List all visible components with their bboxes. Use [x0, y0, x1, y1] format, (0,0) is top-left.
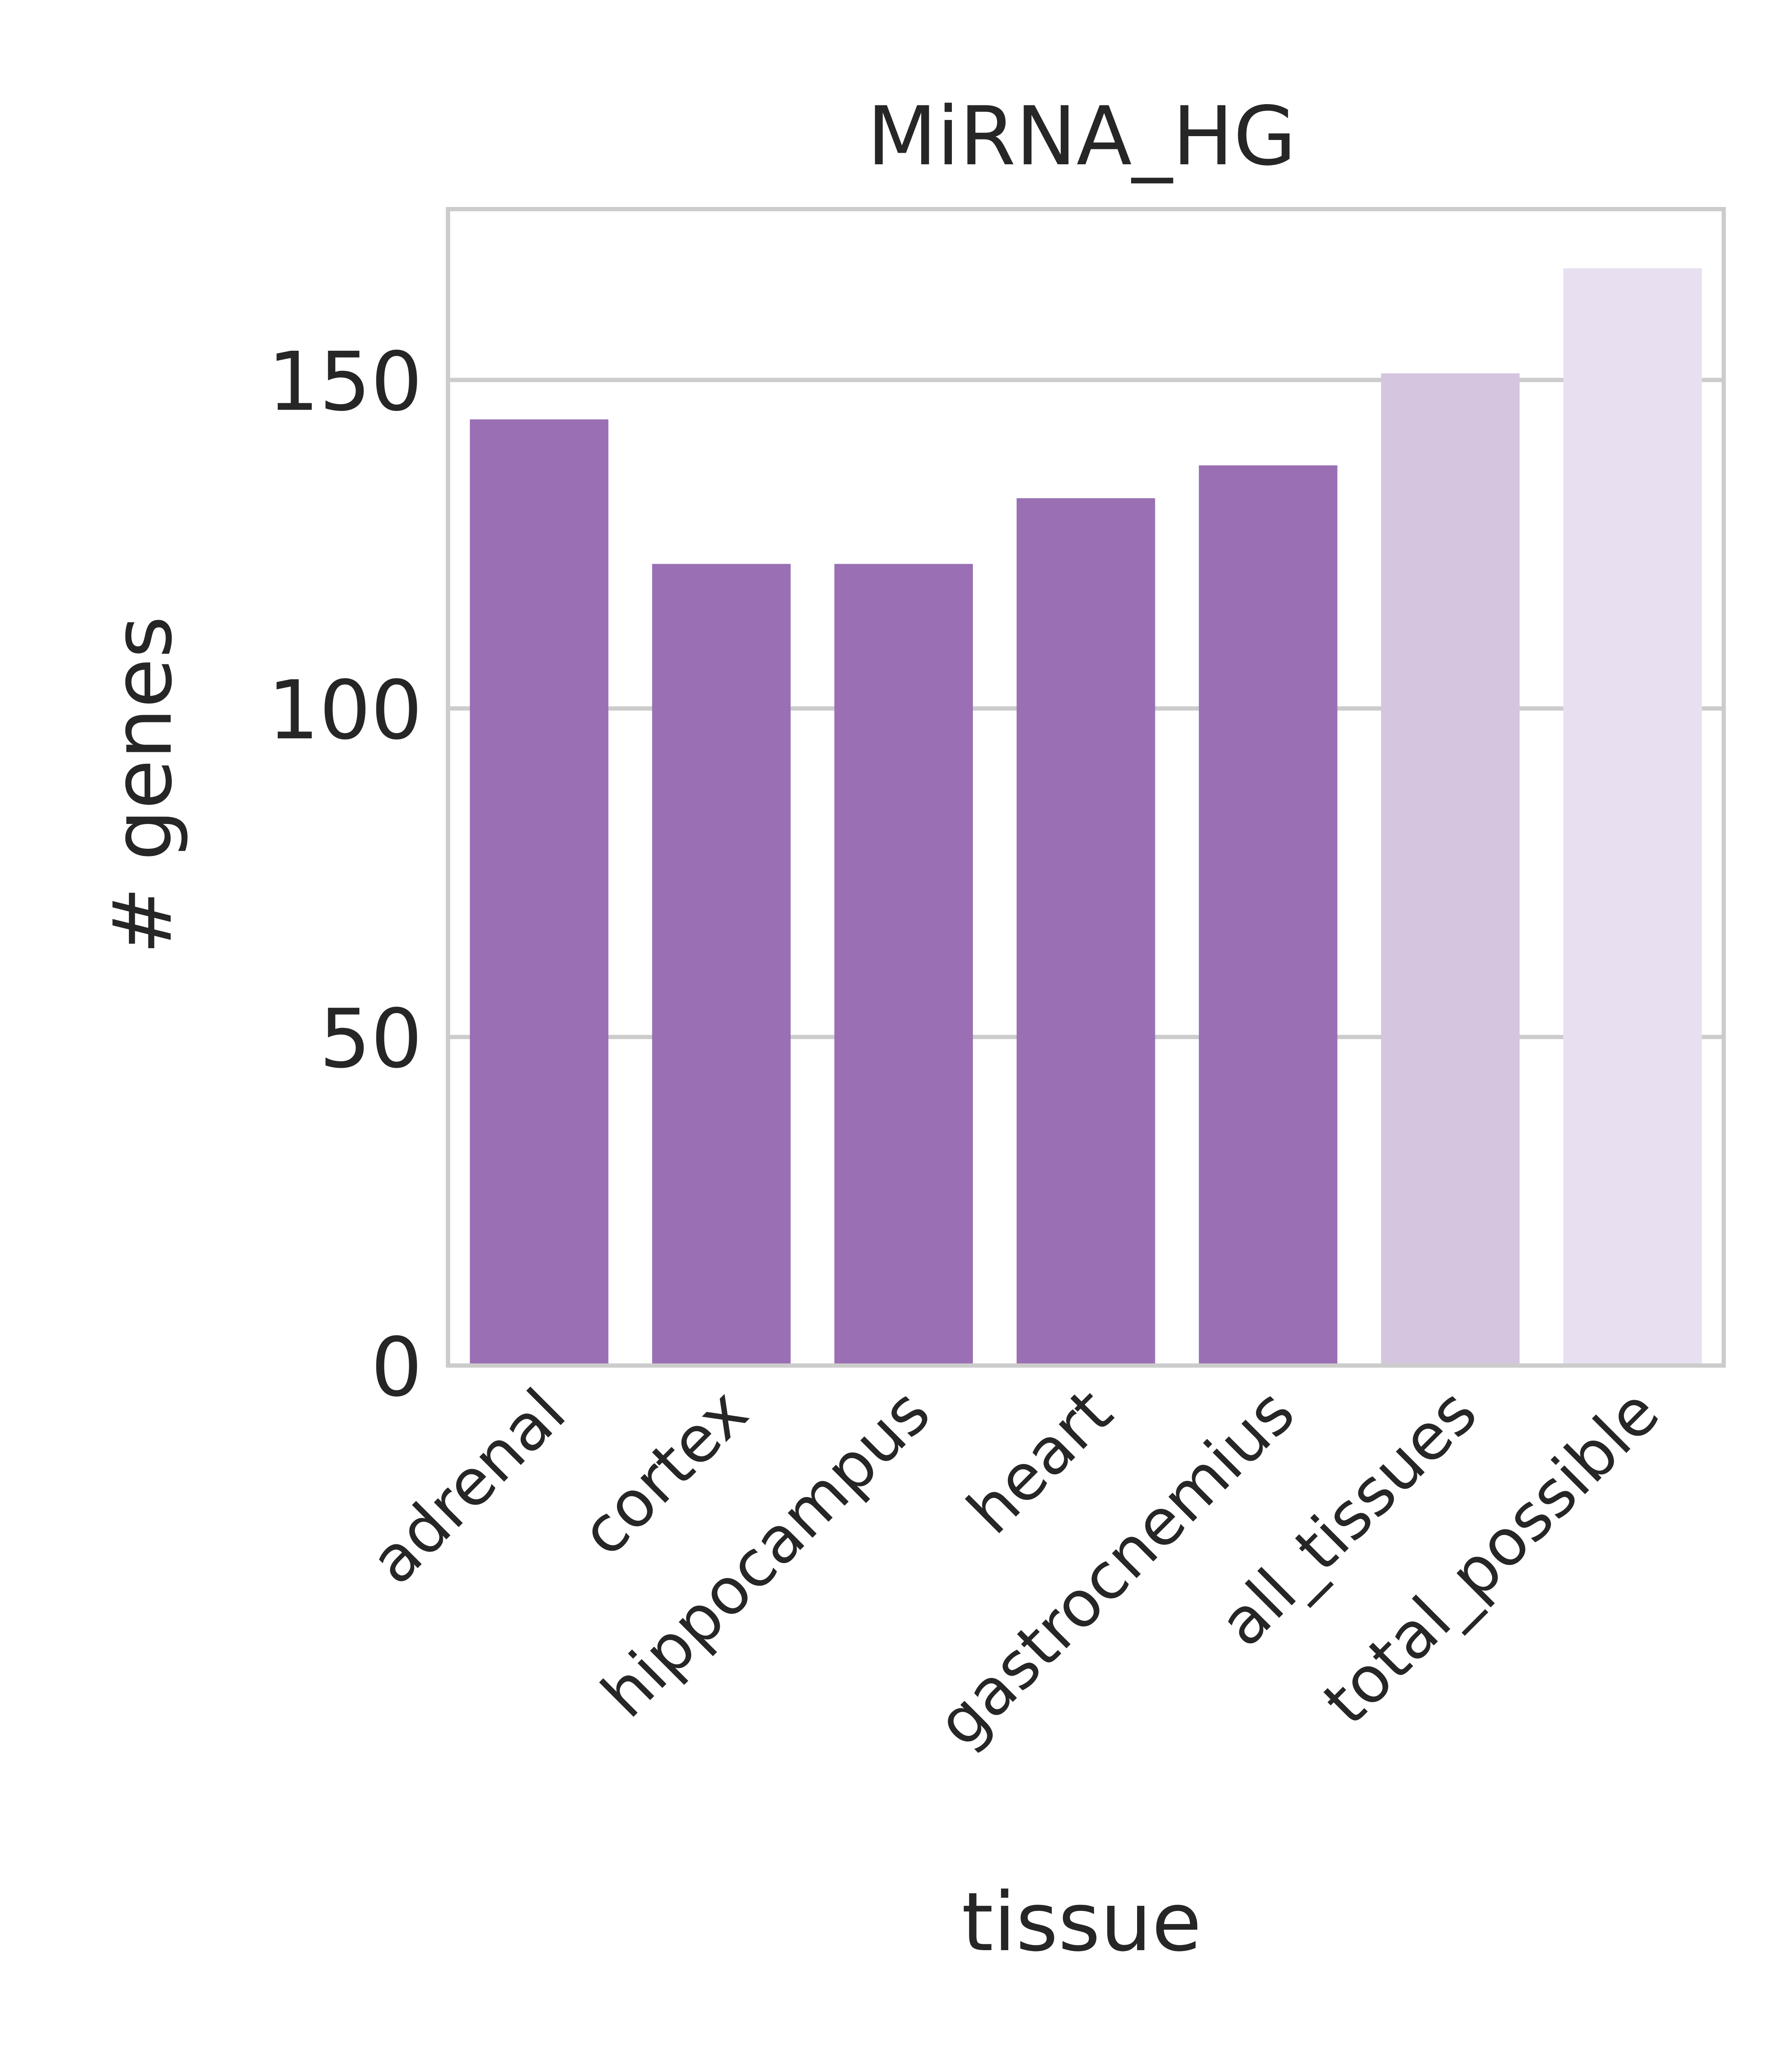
y-tick-label: 150: [268, 335, 422, 429]
y-axis-label: # genes: [96, 616, 190, 954]
y-tick-label: 50: [319, 992, 422, 1086]
plot-frame: [446, 207, 1726, 1368]
bar-total-possible: [1563, 268, 1702, 1366]
chart-title: MiRNA_HG: [867, 89, 1296, 183]
bar-gastrocnemius: [1199, 465, 1338, 1366]
bar-heart: [1016, 498, 1155, 1366]
y-tick-label: 0: [371, 1320, 422, 1415]
bars: [470, 268, 1702, 1366]
bar-all-tissues: [1381, 373, 1520, 1366]
bar-adrenal: [470, 419, 608, 1366]
x-axis-label: tissue: [962, 1875, 1202, 1969]
y-axis-ticks: 0 50 100 150: [268, 335, 422, 1415]
bar-hippocampus: [834, 564, 973, 1366]
bar-cortex: [652, 564, 791, 1366]
y-tick-label: 100: [268, 663, 422, 757]
